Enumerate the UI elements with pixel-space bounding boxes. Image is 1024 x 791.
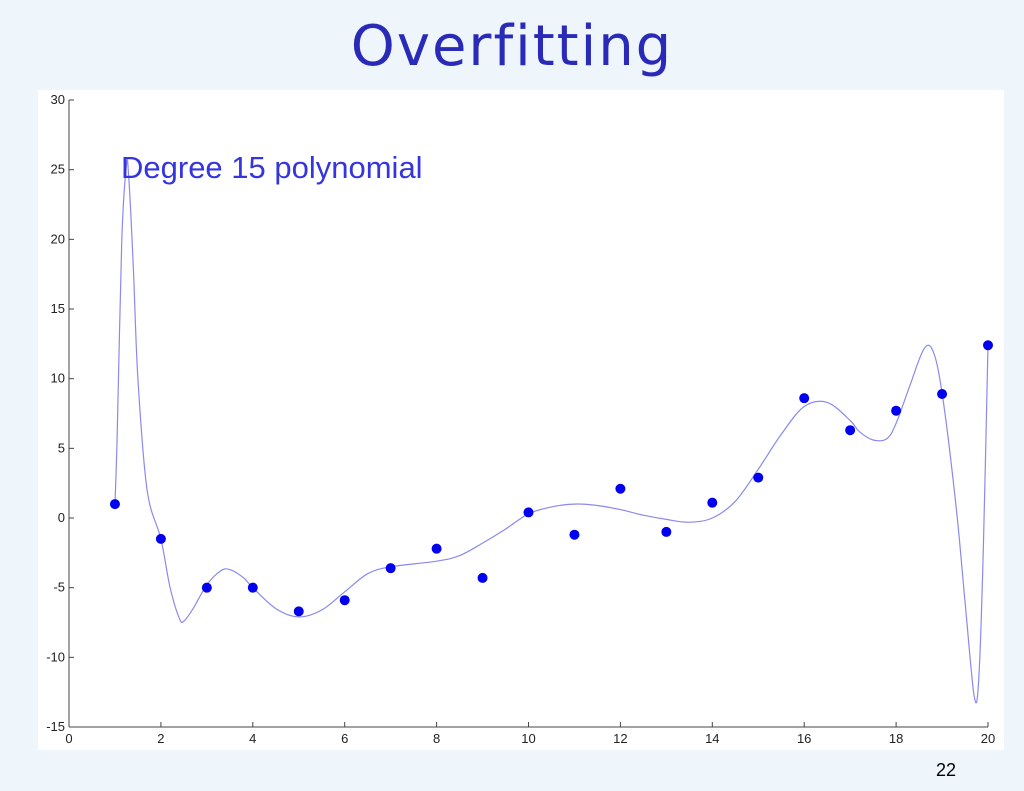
y-tick-label: -15 [46,719,65,734]
y-tick-label: -10 [46,649,65,664]
y-tick-label: 15 [51,301,65,316]
y-tick-label: 25 [51,162,65,177]
y-tick-label: 30 [51,92,65,107]
x-tick-label: 12 [613,731,627,746]
polynomial-curve-layer [114,159,989,704]
data-point [707,497,718,508]
y-tick-label: 0 [58,510,65,525]
data-point [661,526,672,537]
data-point [845,425,856,436]
data-point [201,582,212,593]
polynomial-curve [114,159,989,704]
plot-area: -15 -10 -5 0 5 10 15 20 25 30 0 2 4 6 8 10 12 14 16 18 20 [38,90,1004,750]
data-point [155,533,166,544]
data-point [937,388,948,399]
data-point [109,499,120,510]
x-tick-label: 18 [889,731,903,746]
data-point [247,582,258,593]
y-tick-label: 5 [58,440,65,455]
y-tick-label: -5 [53,580,65,595]
data-point [339,595,350,606]
data-point [799,393,810,404]
scatter-chart: -15 -10 -5 0 5 10 15 20 25 30 0 2 4 6 8 10 12 14 16 18 20 [46,92,995,746]
data-point [753,472,764,483]
axes: -15 -10 -5 0 5 10 15 20 25 30 0 2 4 6 8 10 12 14 16 18 20 [46,92,995,746]
data-point [615,483,626,494]
y-tick-label: 10 [51,371,65,386]
x-tick-label: 6 [341,731,348,746]
page-number: 22 [936,760,957,780]
data-point [983,340,993,351]
chart-annotation: Degree 15 polynomial [121,150,423,185]
data-point [523,507,534,518]
y-tick-label: 20 [51,231,65,246]
data-point [385,563,396,574]
x-tick-label: 2 [157,731,164,746]
slide-title: Overfitting [350,14,674,79]
data-points-layer [109,340,993,617]
x-tick-label: 8 [433,731,440,746]
data-point [293,606,304,617]
x-tick-label: 16 [797,731,811,746]
x-tick-label: 20 [981,731,995,746]
x-tick-label: 14 [705,731,719,746]
data-point [891,405,902,416]
x-tick-label: 10 [521,731,535,746]
x-tick-label: 0 [65,731,72,746]
x-tick-label: 4 [249,731,256,746]
data-point [569,529,580,540]
data-point [431,543,442,554]
data-point [477,572,488,583]
